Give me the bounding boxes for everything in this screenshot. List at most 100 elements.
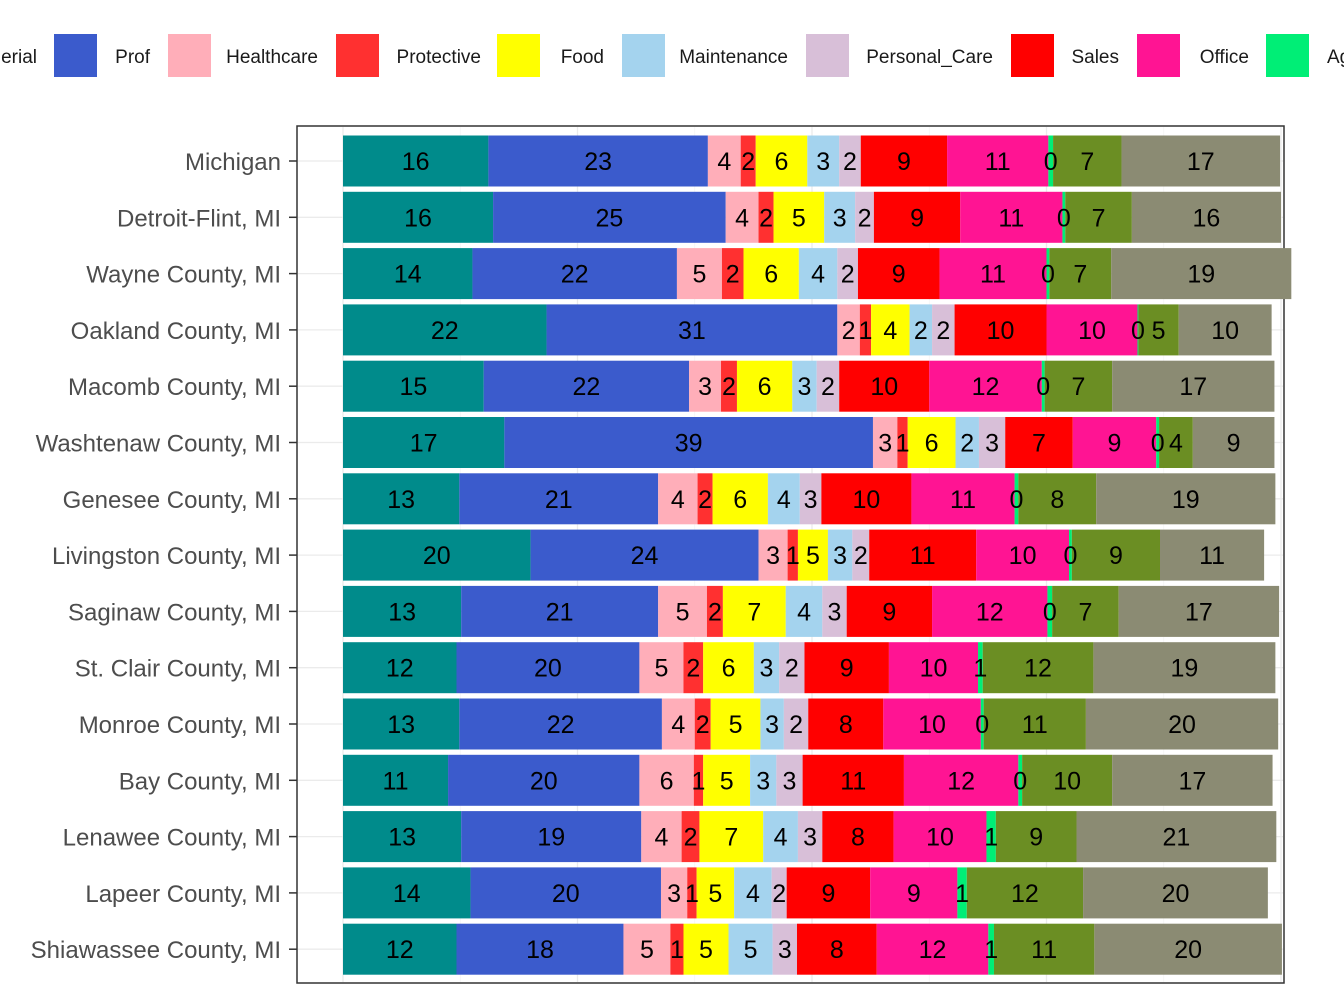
data-label: 2	[759, 204, 773, 232]
bar-segment	[488, 135, 708, 187]
data-label: 17	[1185, 598, 1213, 626]
bar-segment	[978, 642, 983, 694]
bar-row: 16 23 4 2 6 3 2 9 11 0 7 17	[343, 135, 1281, 187]
y-tick-label: Lapeer County, MI	[85, 881, 281, 908]
bar-segment	[1041, 360, 1045, 412]
data-label: 5	[806, 542, 820, 570]
data-label: 15	[399, 373, 427, 401]
data-label: 2	[936, 317, 950, 345]
bar-segment	[939, 248, 1047, 300]
data-label: 10	[918, 711, 946, 739]
y-tick-label: Detroit-Flint, MI	[117, 205, 281, 232]
bar-segment	[839, 135, 861, 187]
data-label: 4	[671, 486, 685, 514]
data-label: 17	[410, 430, 438, 458]
legend-label-sales: Sales	[1071, 47, 1119, 68]
bar-segment	[343, 304, 547, 356]
bar-segment	[767, 473, 800, 525]
bar-segment	[1159, 417, 1193, 468]
bar-segment	[687, 867, 697, 919]
data-label: 16	[404, 204, 432, 232]
data-label: 9	[1108, 430, 1122, 458]
legend-label-maintenance: Maintenance	[679, 47, 788, 68]
legend-key-maintenance	[622, 34, 665, 77]
bar-segment	[852, 529, 870, 581]
data-label: 5	[676, 598, 690, 626]
y-tick-label: Livingston County, MI	[52, 543, 281, 570]
bar-segment	[947, 135, 1049, 187]
bar-segment	[343, 867, 471, 919]
bar-segment	[893, 811, 987, 863]
data-label: 9	[897, 148, 911, 176]
data-label: 2	[772, 880, 786, 908]
data-label: 14	[394, 261, 422, 289]
bar-segment	[869, 529, 977, 581]
data-label: 19	[1170, 655, 1198, 683]
bar-segment	[1156, 417, 1160, 468]
data-label: 11	[998, 204, 1024, 232]
bar-segment	[734, 867, 772, 919]
bar-row: 14 22 5 2 6 4 2 9 11 0 7 19	[343, 248, 1292, 300]
bar-segment	[660, 867, 688, 919]
bar-segment	[639, 642, 684, 694]
bar-segment	[827, 529, 853, 581]
bar-segment	[763, 811, 798, 863]
data-label: 7	[724, 824, 738, 852]
data-label: 1	[786, 542, 800, 570]
bar-segment	[681, 811, 700, 863]
bar-segment	[1111, 248, 1292, 300]
data-label: 5	[654, 655, 668, 683]
legend-key-healthcare	[168, 34, 211, 77]
bar-row: 15 22 3 2 6 3 2 10 12 0 7 17	[343, 360, 1275, 412]
bar-segment	[699, 811, 764, 863]
bar-segment	[448, 754, 640, 806]
bar-segment	[658, 585, 707, 637]
data-label: 8	[839, 711, 853, 739]
bar-segment	[755, 135, 808, 187]
data-label: 11	[1031, 936, 1057, 964]
data-label: 17	[1187, 148, 1215, 176]
bar-segment	[909, 304, 933, 356]
data-label: 1	[670, 936, 684, 964]
data-label: 20	[423, 542, 451, 570]
bar-segment	[911, 473, 1015, 525]
data-label: 20	[1162, 880, 1190, 908]
data-label: 3	[756, 767, 770, 795]
bar-segment	[706, 585, 723, 637]
data-label: 1	[859, 317, 873, 345]
bar-segment	[343, 923, 457, 975]
bar-segment	[883, 698, 981, 750]
data-label: 0	[1044, 148, 1058, 176]
y-tick-label: Washtenaw County, MI	[36, 431, 281, 458]
data-label: 11	[383, 767, 409, 795]
bar-segment	[760, 698, 784, 750]
data-label: 2	[722, 373, 736, 401]
data-label: 9	[910, 204, 924, 232]
y-tick-label: Monroe County, MI	[79, 712, 281, 739]
bar-segment	[1085, 698, 1279, 750]
bar-segment	[670, 923, 684, 975]
bar-segment	[980, 698, 984, 750]
data-label: 6	[660, 767, 674, 795]
bar-segment	[530, 529, 759, 581]
data-label: 21	[1163, 824, 1191, 852]
bar-segment	[683, 923, 729, 975]
bar-segment	[773, 191, 825, 243]
bar-segment	[661, 698, 695, 750]
data-label: 8	[1050, 486, 1064, 514]
data-label: 2	[841, 261, 855, 289]
data-label: 0	[1010, 486, 1024, 514]
data-label: 7	[747, 598, 761, 626]
bar-segment	[802, 754, 904, 806]
data-label: 19	[1172, 486, 1200, 514]
bar-segment	[1096, 473, 1276, 525]
legend-key-office	[1137, 34, 1180, 77]
data-label: 11	[985, 148, 1011, 176]
bar-segment	[783, 698, 809, 750]
bar-segment	[343, 191, 494, 243]
bar-segment	[676, 248, 722, 300]
bar-segment	[798, 248, 838, 300]
bar-segment	[1121, 135, 1281, 187]
bar-segment	[658, 473, 698, 525]
